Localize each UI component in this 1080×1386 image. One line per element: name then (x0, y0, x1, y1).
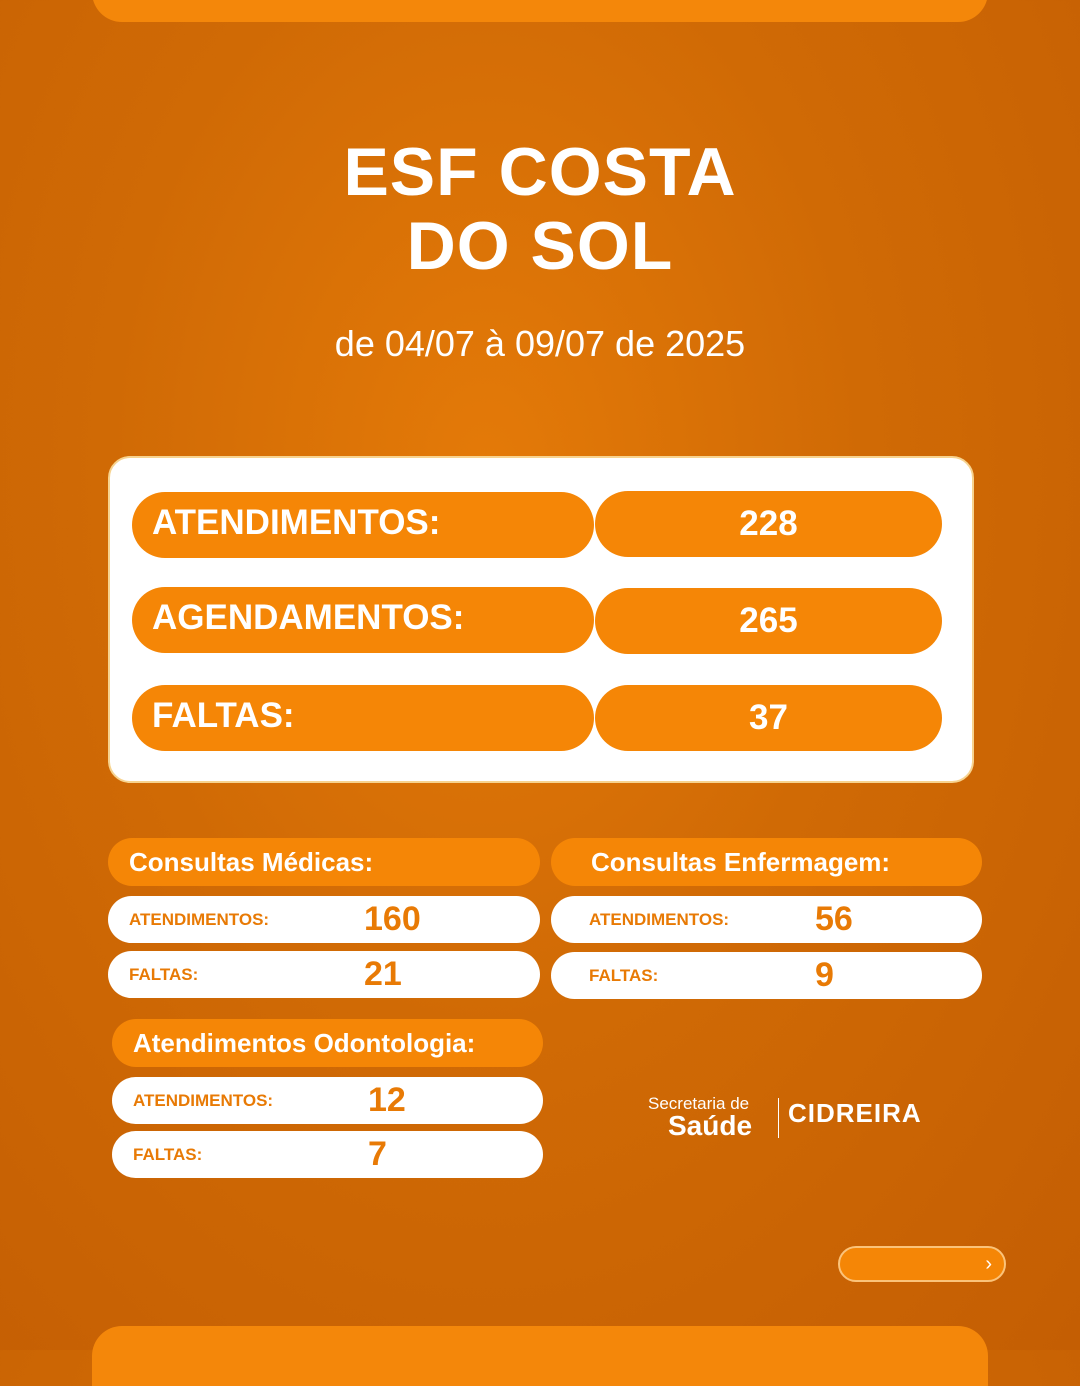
summary-value-atendimentos: 228 (595, 491, 942, 557)
summary-label-agendamentos: AGENDAMENTOS: (132, 587, 594, 653)
chevron-right-icon: › (985, 1253, 992, 1275)
logo-line-2: Saúde (668, 1110, 753, 1141)
summary-label-atendimentos: ATENDIMENTOS: (132, 492, 594, 558)
logo-line-1: Secretaria de (648, 1094, 750, 1113)
title-line-2: DO SOL (406, 208, 674, 284)
enfermagem-atendimentos-value: 56 (815, 900, 853, 938)
summary-label-faltas: FALTAS: (132, 685, 594, 751)
odontologia-heading: Atendimentos Odontologia: (112, 1019, 543, 1067)
odontologia-atendimentos-row: ATENDIMENTOS: 12 (112, 1077, 543, 1124)
odontologia-atendimentos-label: ATENDIMENTOS: (133, 1091, 274, 1110)
odontologia-faltas-value: 7 (368, 1135, 387, 1173)
secretaria-saude-logo: Secretaria de Saúde CIDREIRA (640, 1092, 922, 1142)
medicas-faltas-value: 21 (364, 955, 402, 993)
medicas-faltas-row: FALTAS: 21 (108, 951, 540, 998)
top-decor-bar (92, 0, 988, 22)
medicas-atendimentos-label: ATENDIMENTOS: (129, 910, 270, 929)
summary-value-faltas: 37 (595, 685, 942, 751)
enfermagem-atendimentos-label: ATENDIMENTOS: (589, 910, 730, 929)
odontologia-atendimentos-value: 12 (368, 1081, 406, 1119)
next-button[interactable]: › (838, 1246, 1006, 1282)
medicas-atendimentos-value: 160 (364, 900, 421, 938)
date-range: de 04/07 à 09/07 de 2025 (334, 323, 746, 364)
summary-value-agendamentos: 265 (595, 588, 942, 654)
medicas-atendimentos-row: ATENDIMENTOS: 160 (108, 896, 540, 943)
medicas-faltas-label: FALTAS: (129, 965, 199, 984)
enfermagem-atendimentos-row: ATENDIMENTOS: 56 (551, 896, 982, 943)
page-title: ESF COSTA DO SOL (0, 135, 1080, 283)
medicas-heading: Consultas Médicas: (108, 838, 540, 886)
summary-card: ATENDIMENTOS: 228 AGENDAMENTOS: 265 FALT… (108, 456, 974, 783)
title-line-1: ESF COSTA (343, 134, 737, 210)
logo-divider (778, 1098, 779, 1138)
odontologia-faltas-row: FALTAS: 7 (112, 1131, 543, 1178)
enfermagem-faltas-value: 9 (815, 956, 834, 994)
enfermagem-faltas-label: FALTAS: (589, 966, 659, 985)
enfermagem-faltas-row: FALTAS: 9 (551, 952, 982, 999)
enfermagem-heading: Consultas Enfermagem: (551, 838, 982, 886)
logo-city: CIDREIRA (788, 1098, 922, 1128)
odontologia-faltas-label: FALTAS: (133, 1145, 203, 1164)
bottom-decor-bar (92, 1326, 988, 1386)
